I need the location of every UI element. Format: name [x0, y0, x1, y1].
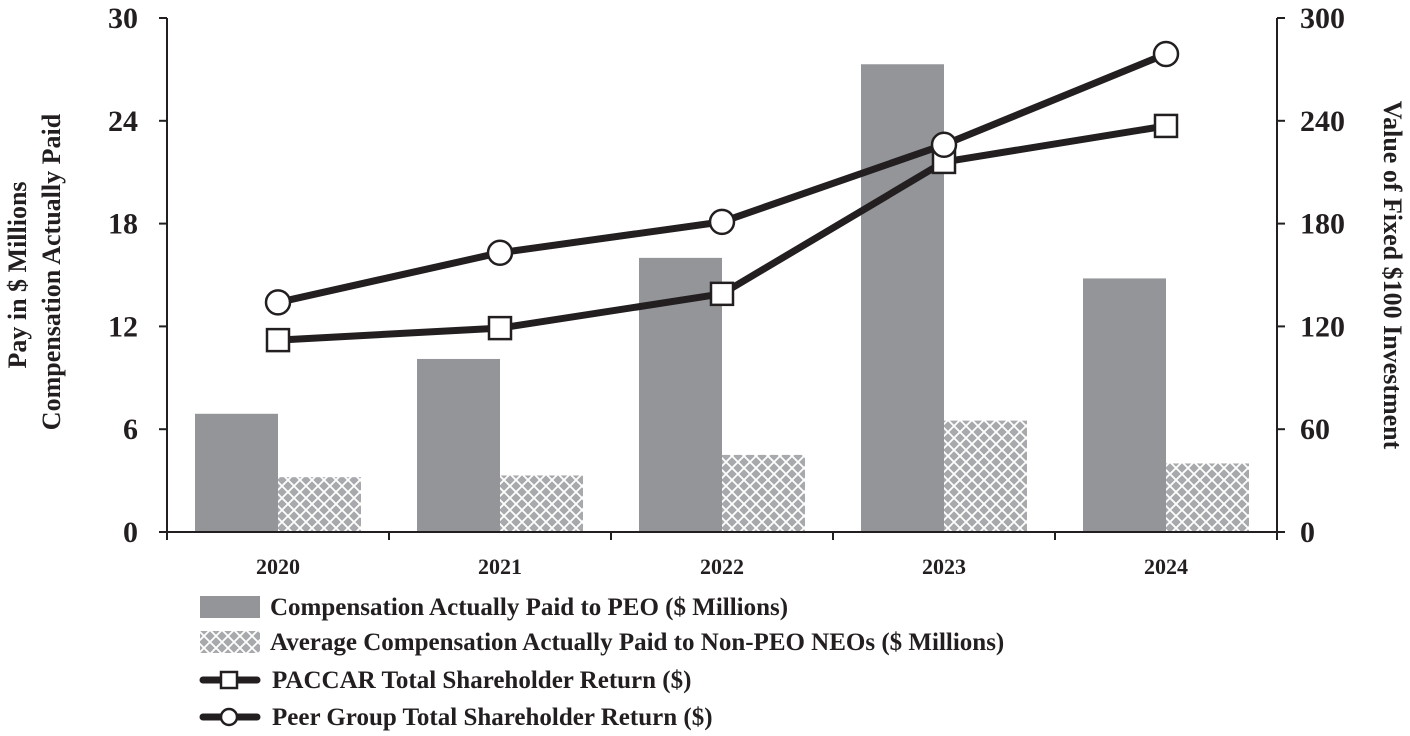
right-tick-label-180: 180: [1300, 208, 1345, 241]
legend-paccar-square-marker: [219, 670, 239, 690]
right-axis-title: Value of Fixed $100 Investment: [1378, 101, 1407, 450]
neo-bar-2020: [278, 477, 361, 532]
right-tick-label-120: 120: [1300, 310, 1345, 343]
left-tick-label-12: 12: [108, 310, 138, 343]
peo-bar-2021: [417, 358, 500, 532]
right-tick-label-60: 60: [1300, 413, 1330, 446]
legend-neo-label: Average Compensation Actually Paid to No…: [270, 629, 1004, 656]
x-tick-label-2023: 2023: [922, 554, 966, 579]
paccar-tsr-marker-2022: [709, 281, 735, 307]
peer-tsr-marker-2021: [486, 239, 514, 266]
paccar-tsr-marker-2020: [265, 327, 291, 353]
left-tick-label-24: 24: [108, 105, 138, 138]
left-tick-label-30: 30: [108, 2, 138, 35]
left-tick-label-0: 0: [123, 516, 138, 549]
neo-bar-2022: [722, 454, 805, 532]
peo-bar-2020: [195, 413, 278, 532]
x-tick-label-2024: 2024: [1144, 554, 1188, 579]
legend-peo-label: Compensation Actually Paid to PEO ($ Mil…: [270, 594, 788, 621]
paccar-tsr-marker-2024: [1153, 113, 1179, 139]
neo-bar-2021: [500, 475, 583, 532]
peer-tsr-marker-2020: [264, 289, 292, 316]
left-axis-title-line-2: Compensation Actually Paid: [37, 113, 66, 430]
neo-bar-2023: [944, 420, 1027, 532]
right-tick-label-0: 0: [1300, 516, 1315, 549]
legend-peer-label: Peer Group Total Shareholder Return ($): [272, 704, 713, 731]
legend-peer-circle-marker: [219, 707, 239, 727]
x-tick-label-2022: 2022: [700, 554, 744, 579]
peo-bar-2023: [861, 64, 944, 532]
left-axis-title-line-1: Pay in $ Millions: [3, 181, 32, 368]
right-tick-label-240: 240: [1300, 105, 1345, 138]
right-tick-label-300: 300: [1300, 2, 1345, 35]
peer-tsr-marker-2022: [708, 208, 736, 236]
left-tick-label-18: 18: [108, 208, 138, 241]
neo-bar-2024: [1166, 463, 1249, 532]
paccar-tsr-marker-2021: [487, 315, 513, 341]
peer-tsr-marker-2024: [1152, 40, 1180, 68]
peo-bar-2024: [1083, 278, 1166, 532]
left-tick-label-6: 6: [123, 413, 138, 446]
peer-tsr-marker-2023: [930, 131, 958, 159]
legend-peo-swatch: [200, 596, 260, 618]
x-tick-label-2020: 2020: [256, 554, 300, 579]
legend-neo-swatch: [200, 631, 260, 653]
legend-paccar-label: PACCAR Total Shareholder Return ($): [272, 667, 691, 694]
x-tick-label-2021: 2021: [478, 554, 522, 579]
